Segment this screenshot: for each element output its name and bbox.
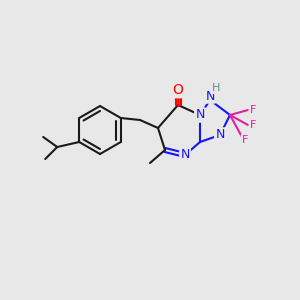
Text: N: N <box>180 148 190 161</box>
Text: N: N <box>205 89 215 103</box>
Text: N: N <box>195 109 205 122</box>
Text: F: F <box>250 120 256 130</box>
Text: F: F <box>242 135 248 145</box>
Text: H: H <box>212 83 220 93</box>
Text: F: F <box>250 105 256 115</box>
Text: O: O <box>172 83 183 97</box>
Text: N: N <box>215 128 225 142</box>
